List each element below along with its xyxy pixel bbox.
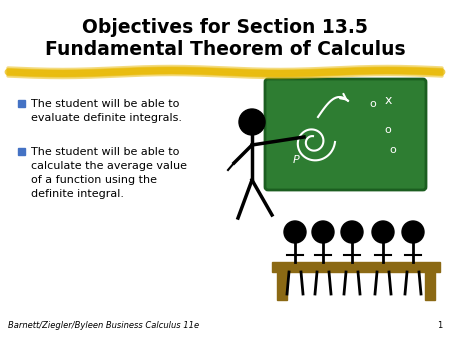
Circle shape	[402, 221, 424, 243]
Text: Objectives for Section 13.5: Objectives for Section 13.5	[82, 18, 368, 37]
Bar	[18, 148, 25, 155]
Text: o: o	[369, 99, 376, 109]
Circle shape	[312, 221, 334, 243]
Circle shape	[341, 221, 363, 243]
Text: P: P	[292, 155, 299, 165]
Text: o: o	[390, 145, 396, 155]
Text: x: x	[384, 94, 392, 106]
Text: The student will be able to
calculate the average value
of a function using the
: The student will be able to calculate th…	[31, 147, 187, 199]
Text: Barnett/Ziegler/Byleen Business Calculus 11e: Barnett/Ziegler/Byleen Business Calculus…	[8, 321, 199, 330]
Circle shape	[372, 221, 394, 243]
Text: o: o	[385, 125, 392, 135]
Bar	[272, 262, 440, 272]
Text: 1: 1	[437, 321, 442, 330]
Text: The student will be able to
evaluate definite integrals.: The student will be able to evaluate def…	[31, 99, 182, 123]
Circle shape	[239, 109, 265, 135]
Text: Fundamental Theorem of Calculus: Fundamental Theorem of Calculus	[45, 40, 405, 59]
Bar	[425, 272, 435, 300]
FancyBboxPatch shape	[265, 79, 426, 190]
Bar	[277, 272, 287, 300]
Circle shape	[284, 221, 306, 243]
Bar	[18, 100, 25, 107]
